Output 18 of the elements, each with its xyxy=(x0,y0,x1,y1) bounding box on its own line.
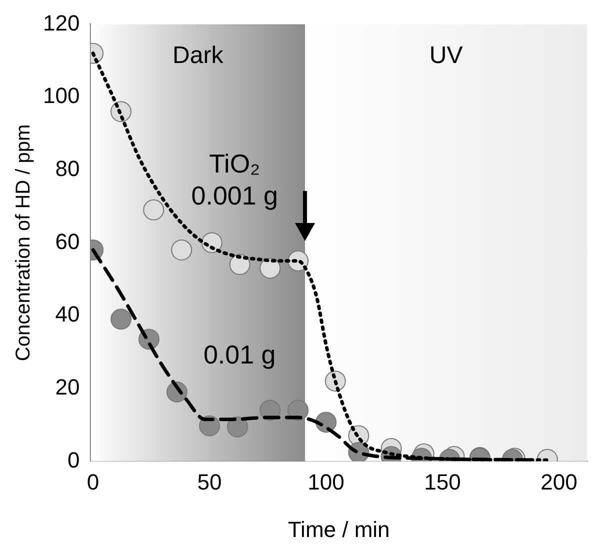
y-tick-label: 40 xyxy=(55,302,80,327)
x-tick-label: 200 xyxy=(540,469,578,494)
x-tick-label: 150 xyxy=(424,469,461,494)
x-tick-label: 0 xyxy=(86,469,100,494)
y-axis-title: Concentration of HD / ppm xyxy=(12,124,35,362)
band-label: Dark xyxy=(172,42,224,69)
annotation: TiO₂ 0.001 g xyxy=(191,148,278,211)
y-tick-label: 60 xyxy=(55,228,80,254)
y-tick-label: 120 xyxy=(42,10,80,36)
band-label: UV xyxy=(429,42,463,69)
y-tick-label: 100 xyxy=(42,83,80,108)
y-tick-label: 80 xyxy=(55,156,80,181)
x-tick-label: 50 xyxy=(197,469,222,494)
y-tick-label: 20 xyxy=(55,374,80,400)
y-tick-label: 0 xyxy=(67,447,80,472)
x-tick-label: 100 xyxy=(308,469,344,494)
annotation: 0.01 g xyxy=(203,339,276,370)
x-axis-title: Time / min xyxy=(288,516,390,542)
